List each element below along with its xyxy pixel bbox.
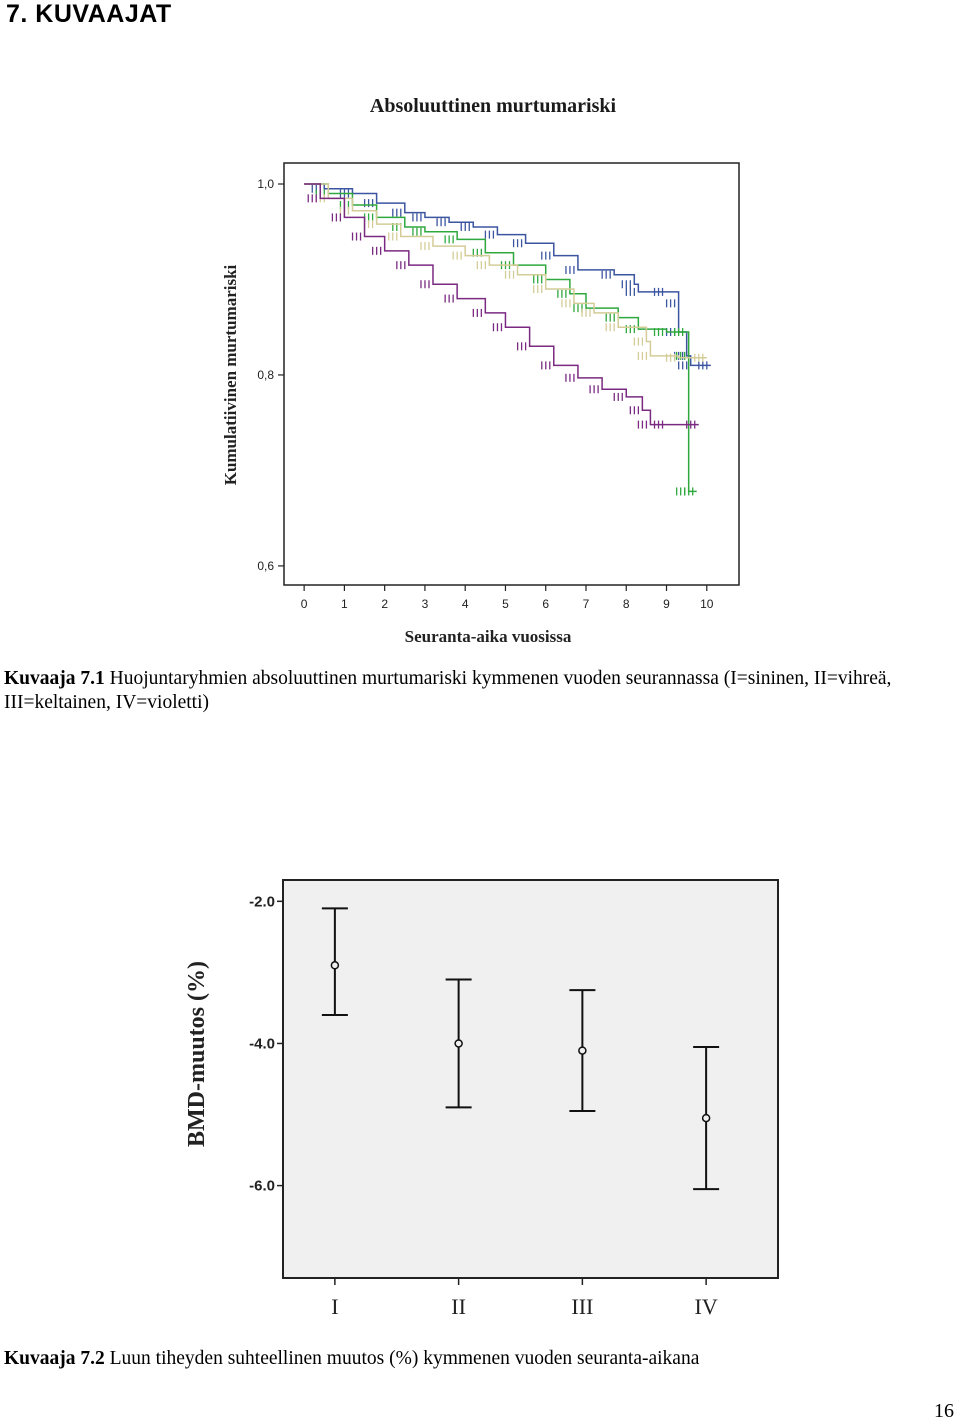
chart1-x-tick-label: 2 [381, 597, 388, 611]
chart2-x-tick-label: I [331, 1294, 338, 1319]
chart1-y-axis: 1,0 0,8 0,6 [257, 177, 284, 573]
chart1-x-tick-label: 1 [341, 597, 348, 611]
chart1-x-tick-label: 8 [623, 597, 630, 611]
chart2-x-tick-label: III [571, 1294, 593, 1319]
chart1-x-axis: 0 1 2 3 4 5 6 7 8 9 10 [301, 585, 714, 611]
chart1-y-tick-label: 1,0 [257, 177, 274, 191]
caption-1: Kuvaaja 7.1 Huojuntaryhmien absoluuttine… [4, 667, 954, 715]
chart2-mean-point [701, 1113, 711, 1123]
chart1-x-tick-label: 5 [502, 597, 509, 611]
chart2-x-tick-label: II [451, 1294, 466, 1319]
fracture-risk-chart: Absoluuttinen murtumariski 1,0 0,8 0,6 0 1 2… [221, 95, 740, 646]
chart2-error-bars [321, 907, 720, 1191]
page-heading: 7. KUVAAJAT [6, 0, 172, 28]
chart1-x-tick-label: 3 [422, 597, 429, 611]
chart2-y-tick-label: -2.0 [249, 893, 275, 910]
chart1-title: Absoluuttinen murtumariski [370, 95, 617, 117]
chart2-mean-point [454, 1039, 463, 1048]
chart2-y-axis: -2.0 -4.0 -6.0 [249, 893, 283, 1195]
chart1-series-line [304, 183, 711, 367]
caption-2-label: Kuvaaja 7.2 [4, 1348, 105, 1369]
chart1-x-tick-label: 0 [301, 597, 308, 611]
chart1-x-tick-label: 10 [700, 597, 714, 611]
chart1-series-line [304, 183, 699, 426]
chart1-series-line [304, 183, 707, 359]
caption-1-label: Kuvaaja 7.1 [4, 668, 105, 689]
chart1-x-tick-label: 9 [663, 597, 670, 611]
chart2-mean-point [330, 961, 340, 970]
chart1-y-label: Kumulatiivinen murtumariski [221, 264, 240, 485]
chart2-y-tick-label: -4.0 [249, 1035, 275, 1052]
caption-2: Kuvaaja 7.2 Luun tiheyden suhteellinen m… [4, 1347, 954, 1371]
chart2-x-axis: I II III IV [331, 1278, 718, 1319]
bmd-change-chart: -2.0-4.0-6.0 I II III IV BMD-muutos (%) [184, 879, 779, 1319]
chart1-y-tick-label: 0,6 [257, 559, 274, 573]
chart1-y-tick-label: 0,8 [257, 368, 274, 382]
chart2-mean-point [578, 1046, 587, 1055]
caption-1-text: Huojuntaryhmien absoluuttinen murtumaris… [4, 668, 892, 713]
chart1-x-tick-label: 4 [462, 597, 469, 611]
caption-2-text: Luun tiheyden suhteellinen muutos (%) ky… [104, 1348, 700, 1369]
chart2-x-tick-label: IV [695, 1294, 718, 1319]
chart1-plot-area [283, 162, 740, 586]
chart1-series [304, 183, 711, 496]
chart2-y-tick-label: -6.0 [249, 1178, 275, 1195]
chart2-plot-area [282, 879, 779, 1279]
chart1-x-tick-label: 7 [583, 597, 590, 611]
chart2-y-label: BMD-muutos (%) [184, 961, 210, 1147]
chart1-x-tick-label: 6 [542, 597, 549, 611]
page-number: 16 [934, 1400, 954, 1422]
chart1-x-label: Seuranta-aika vuosissa [405, 627, 572, 646]
